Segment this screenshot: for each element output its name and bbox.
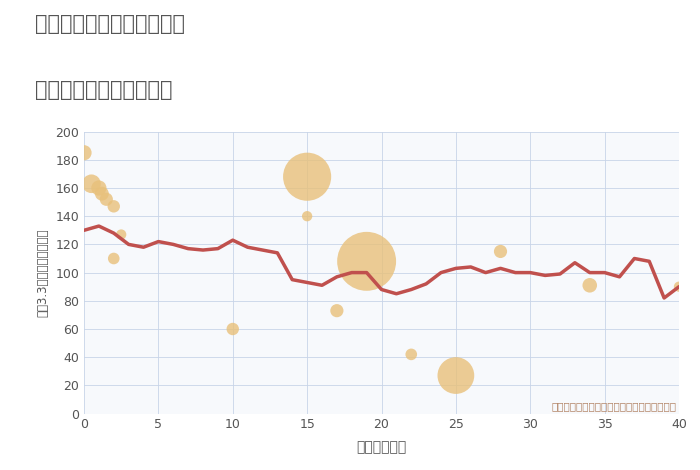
- Text: 千葉県千葉市美浜区若葉の: 千葉県千葉市美浜区若葉の: [35, 14, 185, 34]
- Point: [116, 231, 127, 238]
- Point: [406, 351, 417, 358]
- Point: [673, 283, 685, 290]
- Point: [93, 184, 104, 192]
- Point: [86, 180, 97, 188]
- Text: 築年数別中古戸建て価格: 築年数別中古戸建て価格: [35, 80, 172, 100]
- Point: [495, 248, 506, 255]
- Point: [96, 190, 108, 197]
- Point: [108, 203, 119, 210]
- Point: [450, 372, 461, 379]
- X-axis label: 築年数（年）: 築年数（年）: [356, 440, 407, 454]
- Text: 円の大きさは、取引のあった物件面積を示す: 円の大きさは、取引のあった物件面積を示す: [551, 401, 676, 411]
- Y-axis label: 坪（3.3㎡）単価（万円）: 坪（3.3㎡）単価（万円）: [36, 228, 50, 317]
- Point: [302, 212, 313, 220]
- Point: [101, 196, 112, 203]
- Point: [78, 149, 90, 157]
- Point: [108, 255, 119, 262]
- Point: [584, 282, 595, 289]
- Point: [302, 173, 313, 180]
- Point: [361, 258, 372, 265]
- Point: [331, 307, 342, 314]
- Point: [227, 325, 238, 333]
